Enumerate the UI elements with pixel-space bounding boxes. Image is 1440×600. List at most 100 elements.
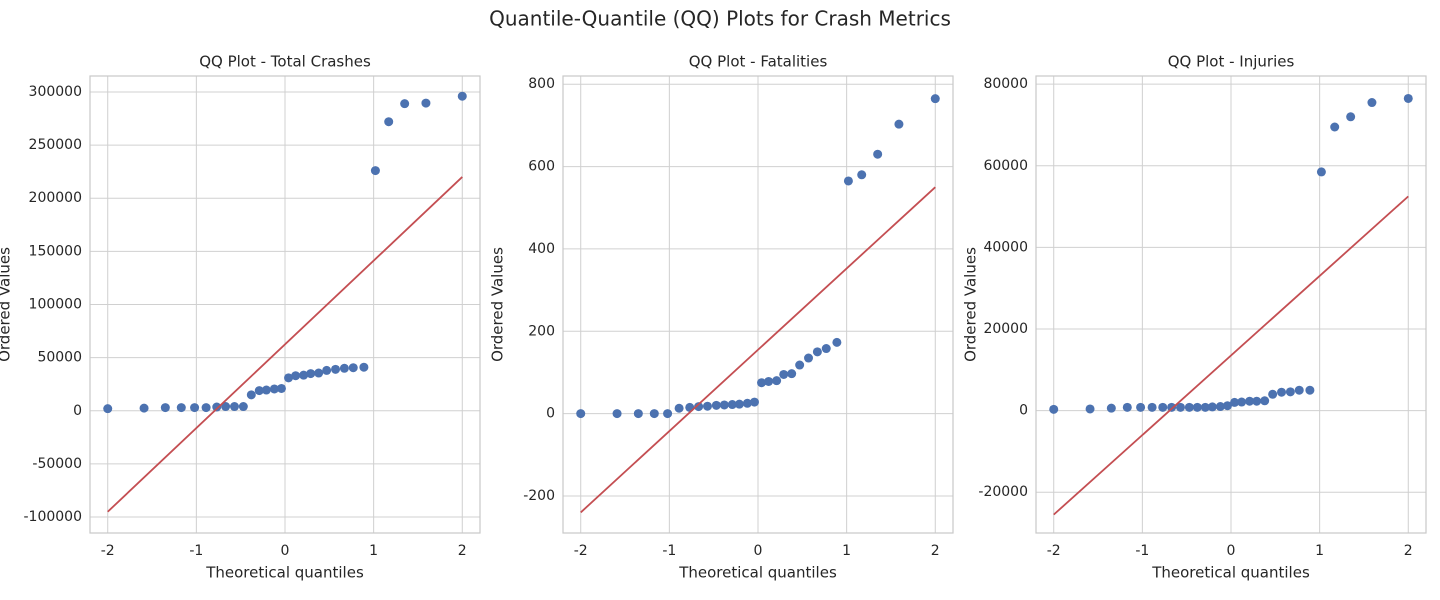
subplot-title: QQ Plot - Total Crashes bbox=[199, 53, 371, 71]
y-tick-label: 20000 bbox=[983, 321, 1028, 337]
y-tick-label: 100000 bbox=[29, 297, 82, 313]
data-point bbox=[1136, 402, 1146, 412]
data-point bbox=[832, 337, 842, 347]
x-tick-label: 1 bbox=[842, 543, 851, 559]
x-tick-label: 0 bbox=[281, 543, 290, 559]
data-point bbox=[576, 409, 586, 419]
data-point bbox=[246, 390, 256, 400]
data-point bbox=[821, 344, 831, 354]
axes-frame bbox=[89, 75, 481, 534]
x-tick-label: 0 bbox=[754, 543, 763, 559]
y-tick-label: -100000 bbox=[24, 509, 83, 525]
fit-line bbox=[580, 186, 936, 514]
y-tick-label: -50000 bbox=[32, 456, 82, 472]
x-tick-label: -1 bbox=[662, 543, 676, 559]
axes-frame bbox=[562, 75, 954, 534]
data-point bbox=[190, 403, 200, 413]
data-point bbox=[1316, 167, 1326, 177]
data-point bbox=[1106, 403, 1116, 413]
data-point bbox=[857, 170, 867, 180]
data-point bbox=[711, 400, 721, 410]
data-point bbox=[1175, 402, 1185, 412]
data-point bbox=[254, 386, 264, 396]
data-point bbox=[331, 364, 341, 374]
data-point bbox=[873, 149, 883, 159]
data-point bbox=[1122, 402, 1132, 412]
data-point bbox=[1184, 402, 1194, 412]
data-point bbox=[221, 402, 231, 412]
data-point bbox=[1085, 404, 1095, 414]
data-point bbox=[649, 409, 659, 419]
data-point bbox=[1260, 396, 1270, 406]
y-tick-label: 600 bbox=[528, 159, 555, 175]
data-point bbox=[139, 403, 149, 413]
data-point bbox=[764, 376, 774, 386]
data-point bbox=[276, 383, 286, 393]
data-point bbox=[757, 378, 767, 388]
data-point bbox=[1285, 387, 1295, 397]
figure-title: Quantile-Quantile (QQ) Plots for Crash M… bbox=[489, 7, 951, 31]
y-axis-label: Ordered Values bbox=[962, 247, 980, 362]
y-tick-label: 200000 bbox=[29, 190, 82, 206]
data-point bbox=[843, 176, 853, 186]
x-axis-label: Theoretical quantiles bbox=[678, 564, 837, 582]
data-point bbox=[749, 397, 759, 407]
data-point bbox=[694, 402, 704, 412]
subplot: -20000 0 20000 40000 60000 80000 -2 -1 0 1 2 QQ Plo… bbox=[962, 53, 1427, 582]
y-tick-label: 0 bbox=[73, 403, 82, 419]
axes-frame bbox=[1035, 75, 1427, 534]
data-point bbox=[727, 400, 737, 410]
data-point bbox=[612, 409, 622, 419]
y-tick-label: 150000 bbox=[29, 243, 82, 259]
data-point bbox=[787, 369, 797, 379]
data-point bbox=[719, 400, 729, 410]
data-point bbox=[894, 119, 904, 129]
subplot-title: QQ Plot - Fatalities bbox=[689, 53, 828, 71]
data-point bbox=[1252, 396, 1262, 406]
y-axis-label: Ordered Values bbox=[489, 247, 507, 362]
subplot: -100000 -50000 0 50000 100000 150000 200000 250… bbox=[0, 53, 481, 582]
y-tick-label: 0 bbox=[1019, 403, 1028, 419]
data-point bbox=[1215, 402, 1225, 412]
x-tick-label: -1 bbox=[1135, 543, 1149, 559]
data-point bbox=[1147, 402, 1157, 412]
data-point bbox=[1367, 98, 1377, 108]
data-point bbox=[322, 365, 332, 375]
data-point bbox=[633, 409, 643, 419]
data-point bbox=[1245, 396, 1255, 406]
data-point bbox=[269, 384, 279, 394]
y-tick-label: 400 bbox=[528, 241, 555, 257]
data-point bbox=[742, 398, 752, 408]
data-point bbox=[1167, 402, 1177, 412]
data-point bbox=[176, 403, 186, 413]
x-axis-label: Theoretical quantiles bbox=[205, 564, 364, 582]
x-tick-label: -2 bbox=[574, 543, 588, 559]
data-point bbox=[1346, 112, 1356, 122]
fit-line bbox=[107, 176, 463, 513]
data-point bbox=[779, 369, 789, 379]
data-point bbox=[674, 403, 684, 413]
data-point bbox=[1207, 402, 1217, 412]
data-point bbox=[702, 401, 712, 411]
data-point bbox=[1158, 402, 1168, 412]
subplot: -200 0 200 400 600 800 -2 -1 0 1 2 QQ Plot - Fatali… bbox=[489, 53, 954, 582]
y-tick-label: 250000 bbox=[29, 137, 82, 153]
x-tick-label: 0 bbox=[1227, 543, 1236, 559]
data-point bbox=[339, 363, 349, 373]
data-point bbox=[795, 360, 805, 370]
data-point bbox=[306, 369, 316, 379]
y-tick-label: 40000 bbox=[983, 239, 1028, 255]
data-point bbox=[348, 363, 358, 373]
data-point bbox=[1403, 93, 1413, 103]
data-point bbox=[804, 353, 814, 363]
data-point bbox=[812, 347, 822, 357]
data-point bbox=[291, 371, 301, 381]
data-point bbox=[1237, 397, 1247, 407]
data-point bbox=[201, 403, 211, 413]
data-point bbox=[1330, 122, 1340, 132]
data-point bbox=[930, 94, 940, 104]
data-point bbox=[1305, 385, 1315, 395]
data-point bbox=[1277, 387, 1287, 397]
data-point bbox=[1192, 402, 1202, 412]
data-point bbox=[663, 409, 673, 419]
